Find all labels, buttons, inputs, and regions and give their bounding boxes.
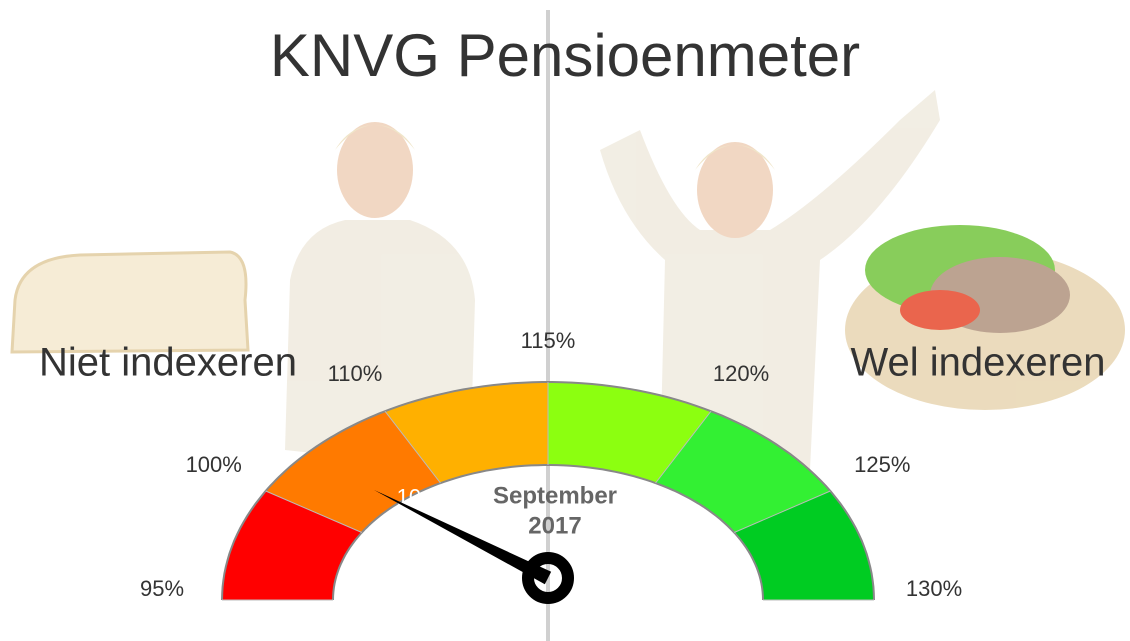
bread-image [12,252,248,352]
tick-label: 110% [328,361,383,386]
chart-title: KNVG Pensioenmeter [270,22,860,89]
right-label: Wel indexeren [851,341,1106,385]
center-label: September [493,482,617,509]
person-left-head [337,122,413,218]
tick-label: 130% [906,576,962,601]
center-label: 2017 [528,512,581,539]
left-label: Niet indexeren [39,341,297,385]
tick-label: 120% [713,361,769,386]
sandwich-tomato [900,290,980,330]
chart: KNVG Pensioenmeter Niet indexeren Wel in… [0,0,1130,641]
tick-label: 125% [854,452,910,477]
tick-label: 115% [521,328,576,353]
tick-label: 100% [186,452,242,477]
tick-label: 95% [140,576,184,601]
person-right-head [697,142,773,238]
